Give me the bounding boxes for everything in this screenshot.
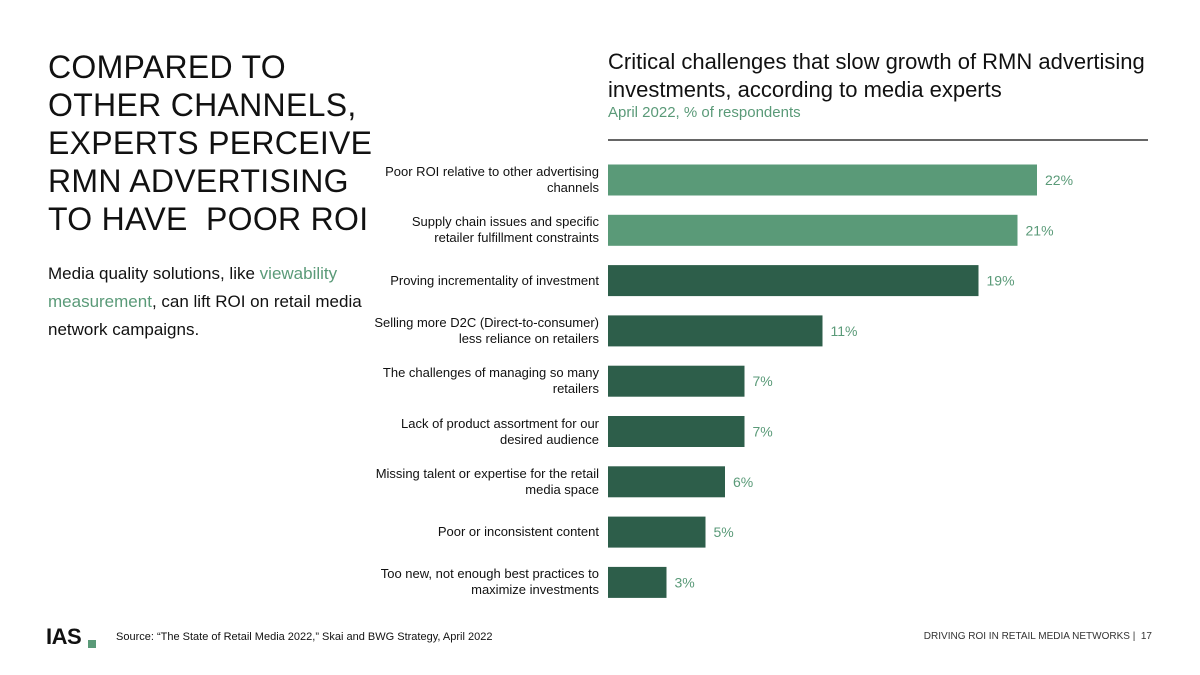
footer-title-text: DRIVING ROI IN RETAIL MEDIA NETWORKS | <box>923 631 1136 642</box>
logo-mark <box>88 640 96 648</box>
body-text-part: Media quality solutions, like <box>48 264 260 283</box>
headline-line: COMPARED TO <box>48 49 287 85</box>
page-number: 17 <box>1140 631 1152 642</box>
body-text-part: , can lift ROI on retail media network c… <box>48 292 362 339</box>
value-label: 21% <box>1026 222 1054 238</box>
value-label: 7% <box>753 424 773 440</box>
value-label: 22% <box>1045 172 1073 188</box>
bar <box>608 466 725 498</box>
category-label: Proving incrementality of investment <box>390 272 599 288</box>
category-label: Lack of product assortment for our desir… <box>401 415 599 447</box>
bar <box>608 365 745 397</box>
bar <box>608 416 745 447</box>
logo: IAS <box>46 624 82 649</box>
category-label: Missing talent or expertise for the reta… <box>375 465 599 497</box>
footer-title: DRIVING ROI IN RETAIL MEDIA NETWORKS | 1… <box>924 631 1152 642</box>
value-label: 5% <box>714 524 734 540</box>
highlight: viewability measurement <box>48 264 338 311</box>
headline-line: RMN ADVERTISING <box>48 163 349 199</box>
headline-line: OTHER CHANNELS, <box>48 87 357 123</box>
category-label: Selling more D2C (Direct-to-consumer) le… <box>374 314 599 346</box>
bar <box>608 315 823 347</box>
chart-subtitle: April 2022, % of respondents <box>608 104 801 121</box>
value-label: 11% <box>831 323 858 339</box>
category-label: Supply chain issues and specific retaile… <box>411 214 599 246</box>
category-label: The challenges of managing so many retai… <box>382 365 599 397</box>
headline: COMPARED TO OTHER CHANNELS, EXPERTS PERCEI… <box>48 48 372 238</box>
source: Source: “The State of Retail Media 2022,… <box>116 631 493 643</box>
category-label: Too new, not enough best practices to ma… <box>380 566 599 598</box>
value-label: 7% <box>753 373 773 389</box>
value-label: 3% <box>675 574 695 590</box>
value-label: 6% <box>733 474 753 490</box>
value-label: 19% <box>987 273 1015 289</box>
bar <box>608 265 979 297</box>
headline-line: TO HAVE POOR ROI <box>48 201 369 237</box>
category-label: Poor or inconsistent content <box>437 524 599 540</box>
bar <box>608 566 667 598</box>
bar <box>608 516 706 548</box>
headline-line: EXPERTS PERCEIVE <box>48 125 373 161</box>
category-label: Poor ROI relative to other advertising c… <box>385 164 599 195</box>
chart-title: Critical challenges that slow growth of … <box>608 49 1145 102</box>
bar <box>608 214 1018 246</box>
body-text: Media quality solutions, like viewabilit… <box>48 260 368 344</box>
bar <box>608 164 1037 196</box>
